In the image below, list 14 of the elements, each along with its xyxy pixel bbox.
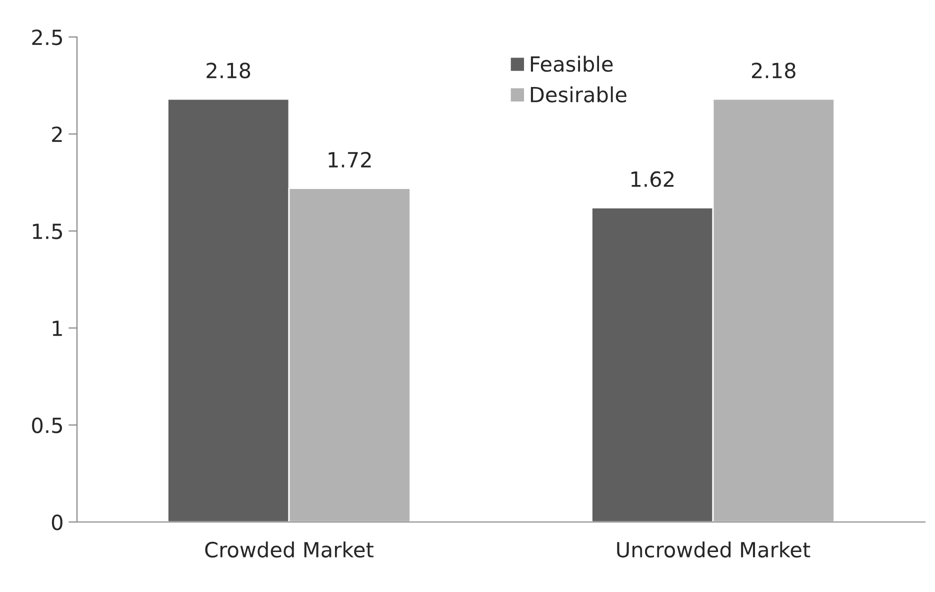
data-label: 2.18	[752, 62, 796, 78]
y-tick-label: 2.5	[32, 29, 62, 46]
data-label: 1.72	[328, 152, 371, 168]
legend-label: Desirable	[530, 86, 626, 102]
y-tick-label: 0	[52, 514, 62, 530]
data-label: 2.18	[206, 62, 250, 78]
y-tick-label: 1	[52, 320, 62, 336]
y-tick-label: 1.5	[32, 224, 62, 240]
x-tick-label: Uncrowded Market	[617, 541, 810, 558]
legend-label: Feasible	[530, 56, 613, 72]
y-tick-label: 0.5	[32, 417, 62, 434]
y-tick-label: 2	[52, 126, 62, 142]
data-label: 1.62	[631, 171, 674, 188]
x-tick-label: Crowded Market	[205, 541, 374, 558]
